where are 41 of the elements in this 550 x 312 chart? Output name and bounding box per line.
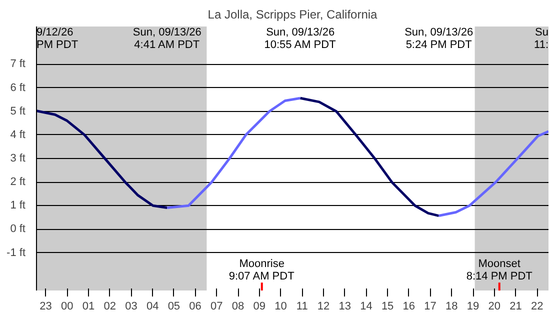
y-tick-label: 5 ft: [10, 105, 26, 118]
x-tick-label: 11: [296, 300, 308, 312]
x-tick-label: 13: [338, 300, 351, 312]
annotation: 9/12/26 PM PDT: [36, 26, 78, 52]
ref-line-label: Moonrise 9:07 AM PDT: [228, 258, 295, 283]
x-tick-label: 22: [530, 300, 544, 312]
y-tick-label: 0 ft: [10, 223, 26, 236]
x-tick-label: 02: [104, 300, 116, 312]
y-tick-label: -1 ft: [6, 246, 26, 259]
x-tick-label: 18: [446, 300, 458, 312]
x-tick-label: 09: [253, 300, 266, 312]
annotation: Sun, 09/13/26 10:55 AM PDT: [264, 26, 336, 52]
x-tick-label: 17: [424, 300, 436, 312]
x-tick-label: 03: [125, 300, 138, 312]
x-tick-label: 23: [40, 300, 52, 312]
x-tick-label: 01: [82, 300, 95, 312]
x-tick-label: 08: [232, 300, 244, 312]
x-tick-label: 15: [381, 300, 394, 312]
ref-line-label: Moonset 8:14 PM PDT: [466, 258, 533, 283]
y-tick-label: 4 ft: [10, 128, 26, 141]
x-tick-label: 12: [317, 300, 330, 312]
y-tick-label: 2 ft: [10, 176, 26, 188]
x-tick-label: 21: [510, 300, 522, 312]
x-tick-label: 07: [210, 300, 223, 312]
annotation: Sun, 09/13/26 4:41 AM PDT: [132, 26, 202, 52]
x-tick-label: 00: [61, 300, 74, 312]
y-tick-label: 1 ft: [10, 200, 26, 212]
x-tick-label: 05: [168, 300, 180, 312]
x-tick-label: 04: [146, 300, 159, 312]
y-tick-label: 3 ft: [10, 152, 26, 164]
annotation: Sun, 09/13/26 5:24 PM PDT: [404, 26, 474, 52]
x-tick-label: 16: [402, 300, 416, 312]
x-tick-label: 19: [466, 300, 480, 312]
y-tick-label: 7 ft: [10, 58, 26, 70]
x-tick-label: 14: [360, 300, 372, 312]
x-tick-label: 10: [274, 300, 287, 312]
x-tick-label: 06: [189, 300, 202, 312]
annotation: Su 11:: [534, 26, 549, 52]
chart-title: La Jolla, Scripps Pier, California: [208, 8, 378, 22]
y-tick-label: 6 ft: [10, 82, 26, 94]
x-tick-label: 20: [488, 300, 501, 312]
